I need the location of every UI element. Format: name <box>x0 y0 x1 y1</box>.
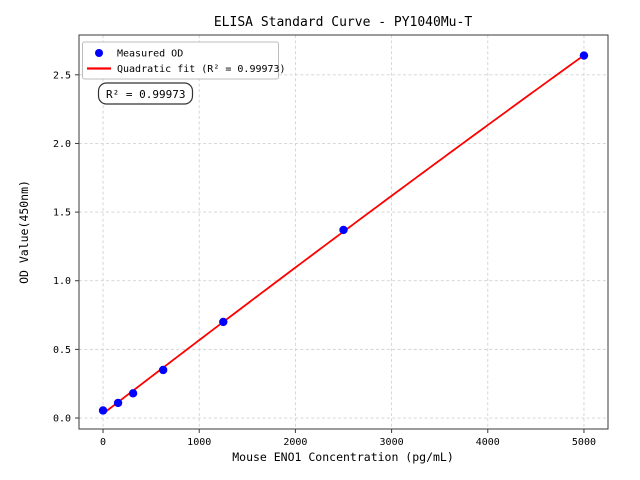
x-tick-label: 3000 <box>380 437 404 448</box>
chart-title: ELISA Standard Curve - PY1040Mu-T <box>214 15 472 30</box>
y-tick-label: 2.5 <box>53 70 71 81</box>
legend-measured-od-marker-icon <box>95 49 103 57</box>
data-point <box>579 51 589 60</box>
r2-annotation-box <box>97 82 194 105</box>
r2-annotation: R² = 0.99973 <box>97 82 194 105</box>
x-axis-label: Mouse ENO1 Concentration (pg/mL) <box>232 450 454 464</box>
quadratic-fit-line <box>102 54 585 415</box>
legend-box <box>82 41 279 80</box>
x-tick-label: 1000 <box>187 437 211 448</box>
x-tick-label: 5000 <box>572 437 596 448</box>
legend-measured-od-label: Measured OD <box>117 49 183 60</box>
x-tick-label: 4000 <box>476 437 500 448</box>
x-axis: 0 1000 2000 3000 4000 5000 <box>100 429 596 448</box>
y-tick-label: 0.0 <box>53 414 71 425</box>
r2-annotation-text: R² = 0.99973 <box>106 88 185 101</box>
x-tick-label: 0 <box>100 437 106 448</box>
data-point <box>113 398 123 408</box>
y-axis-label: OD Value(450nm) <box>17 180 31 284</box>
y-tick-label: 2.0 <box>53 139 71 150</box>
legend: Measured OD Quadratic fit (R² = 0.99973) <box>82 41 286 80</box>
x-tick-label: 2000 <box>283 437 307 448</box>
plot-border <box>78 34 609 430</box>
data-point <box>98 406 108 415</box>
y-tick-label: 1.5 <box>53 208 71 219</box>
legend-quadratic-fit-label: Quadratic fit (R² = 0.99973) <box>117 64 286 75</box>
data-point <box>339 225 348 235</box>
data-point <box>128 389 138 398</box>
measured-od-points <box>98 51 589 415</box>
y-axis: 0.0 0.5 1.0 1.5 2.0 2.5 <box>53 70 79 425</box>
data-point <box>219 317 228 327</box>
y-tick-label: 0.5 <box>53 345 71 356</box>
y-tick-label: 1.0 <box>53 276 71 287</box>
data-point <box>158 365 168 375</box>
